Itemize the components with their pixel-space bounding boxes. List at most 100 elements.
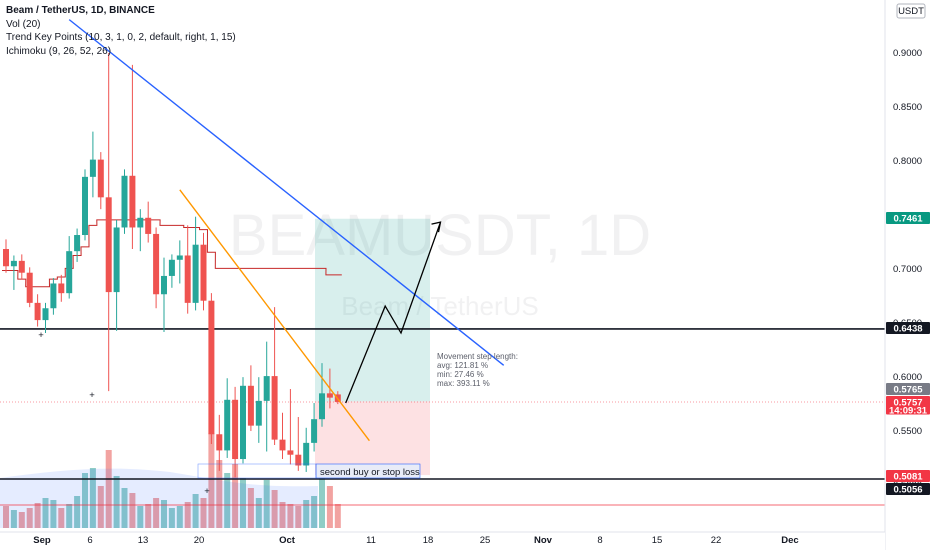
price-tick-label: 0.5500 (893, 426, 922, 437)
volume-bar (263, 480, 270, 528)
candle[interactable] (232, 386, 239, 478)
candle-body (200, 244, 207, 301)
candle[interactable] (216, 414, 223, 471)
candle[interactable] (137, 209, 144, 252)
volume-bar (10, 510, 17, 528)
candle-body (97, 159, 104, 198)
candle[interactable] (121, 169, 128, 234)
candle[interactable] (240, 377, 246, 464)
symbol-title[interactable]: Beam / TetherUS, 1D, BINANCE (6, 5, 155, 16)
volume-bar (255, 498, 262, 528)
candle[interactable] (89, 131, 96, 198)
candle[interactable] (161, 257, 167, 332)
price-tag-bg (886, 470, 930, 482)
volume-bar (287, 504, 294, 528)
candle[interactable] (26, 267, 33, 308)
watermark: BEAMUSDT, 1D Beam / TetherUS (229, 203, 651, 321)
annotation-box[interactable]: second buy or stop loss (315, 463, 421, 479)
candle-body (326, 393, 333, 398)
candle[interactable] (105, 53, 112, 392)
time-tick-label: 20 (194, 535, 205, 546)
time-tick-label: Nov (534, 535, 553, 546)
candle[interactable] (303, 427, 310, 472)
price-tag-stop[interactable]: 0.5081 (886, 470, 930, 483)
candle[interactable] (271, 307, 278, 446)
candle[interactable] (168, 254, 175, 288)
candle[interactable] (311, 403, 318, 452)
indicator-trend-key-points[interactable]: Trend Key Points (10, 3, 1, 0, 2, defaul… (6, 32, 236, 43)
candle-body (271, 376, 278, 440)
time-tick-label: Sep (33, 535, 51, 546)
candle[interactable] (176, 240, 183, 284)
price-tick-label: 0.6000 (893, 372, 922, 383)
currency-box[interactable] (896, 3, 926, 19)
candle-body (105, 197, 112, 293)
volume-bar (34, 503, 41, 528)
candle-body (82, 176, 88, 236)
candle[interactable] (74, 228, 81, 262)
position-target-zone[interactable] (315, 218, 430, 402)
volume-bar (129, 493, 136, 528)
price-tick-label: 0.9000 (893, 48, 922, 59)
orange-trend-line[interactable] (179, 189, 370, 442)
candle[interactable] (42, 302, 49, 334)
candle[interactable] (113, 219, 120, 331)
volume-bar (271, 490, 278, 528)
indicator-volume[interactable]: Vol (20) (6, 18, 41, 30)
volume-bar (168, 508, 175, 528)
price-tag-entry[interactable]: 0.5765 (886, 383, 930, 396)
candle-body (18, 260, 25, 273)
chart-legend: Beam / TetherUS, 1D, BINANCE Vol (20) Tr… (6, 4, 236, 58)
price-tag-countdown[interactable]: 14:09:31 (886, 405, 930, 417)
candle-body (176, 255, 183, 260)
volume-bar (105, 450, 112, 528)
volume-bar (176, 506, 183, 528)
candle[interactable] (200, 232, 207, 311)
candle[interactable] (18, 254, 25, 280)
candle[interactable] (58, 274, 65, 302)
candle[interactable] (319, 363, 325, 427)
candle[interactable] (255, 377, 262, 443)
candle[interactable] (287, 389, 294, 465)
candle[interactable] (279, 412, 286, 460)
price-tag-level[interactable]: 0.5056 (886, 483, 930, 496)
volume-bar (200, 498, 207, 528)
price-tag-level[interactable]: 0.6438 (886, 322, 930, 335)
price-tag-current[interactable]: 0.5757 (886, 396, 930, 409)
candle[interactable] (263, 341, 270, 452)
candle-body (295, 454, 302, 466)
blue-trend-line[interactable] (68, 19, 505, 366)
candle[interactable] (247, 365, 254, 432)
candle[interactable] (295, 417, 302, 471)
volume-bar (247, 488, 254, 528)
time-tick-label: 18 (423, 535, 434, 546)
candle[interactable] (3, 239, 9, 273)
candle-body (137, 217, 144, 228)
candle[interactable] (145, 201, 152, 243)
projection-path[interactable] (345, 221, 442, 404)
candle[interactable] (224, 378, 231, 458)
candle-body (129, 175, 136, 228)
candle[interactable] (10, 255, 17, 290)
price-tag-target[interactable]: 0.7461 (886, 212, 930, 225)
candle-body (263, 376, 270, 401)
candle[interactable] (184, 225, 191, 314)
candle[interactable] (50, 278, 57, 315)
candle[interactable] (66, 236, 73, 299)
candle[interactable] (97, 152, 104, 210)
indicator-ichimoku[interactable]: Ichimoku (9, 26, 52, 26) (6, 45, 112, 57)
candle[interactable] (208, 293, 215, 444)
position-stop-zone[interactable] (315, 401, 430, 476)
candle[interactable] (82, 169, 88, 241)
candle[interactable] (129, 64, 136, 250)
candle[interactable] (34, 294, 41, 327)
candle[interactable] (192, 216, 199, 311)
price-tag-text: 0.5056 (893, 485, 922, 496)
projection-arrowhead (431, 221, 442, 233)
candle-body (168, 259, 175, 276)
price-tick-label: 0.8000 (893, 156, 922, 167)
candle[interactable] (153, 227, 160, 309)
